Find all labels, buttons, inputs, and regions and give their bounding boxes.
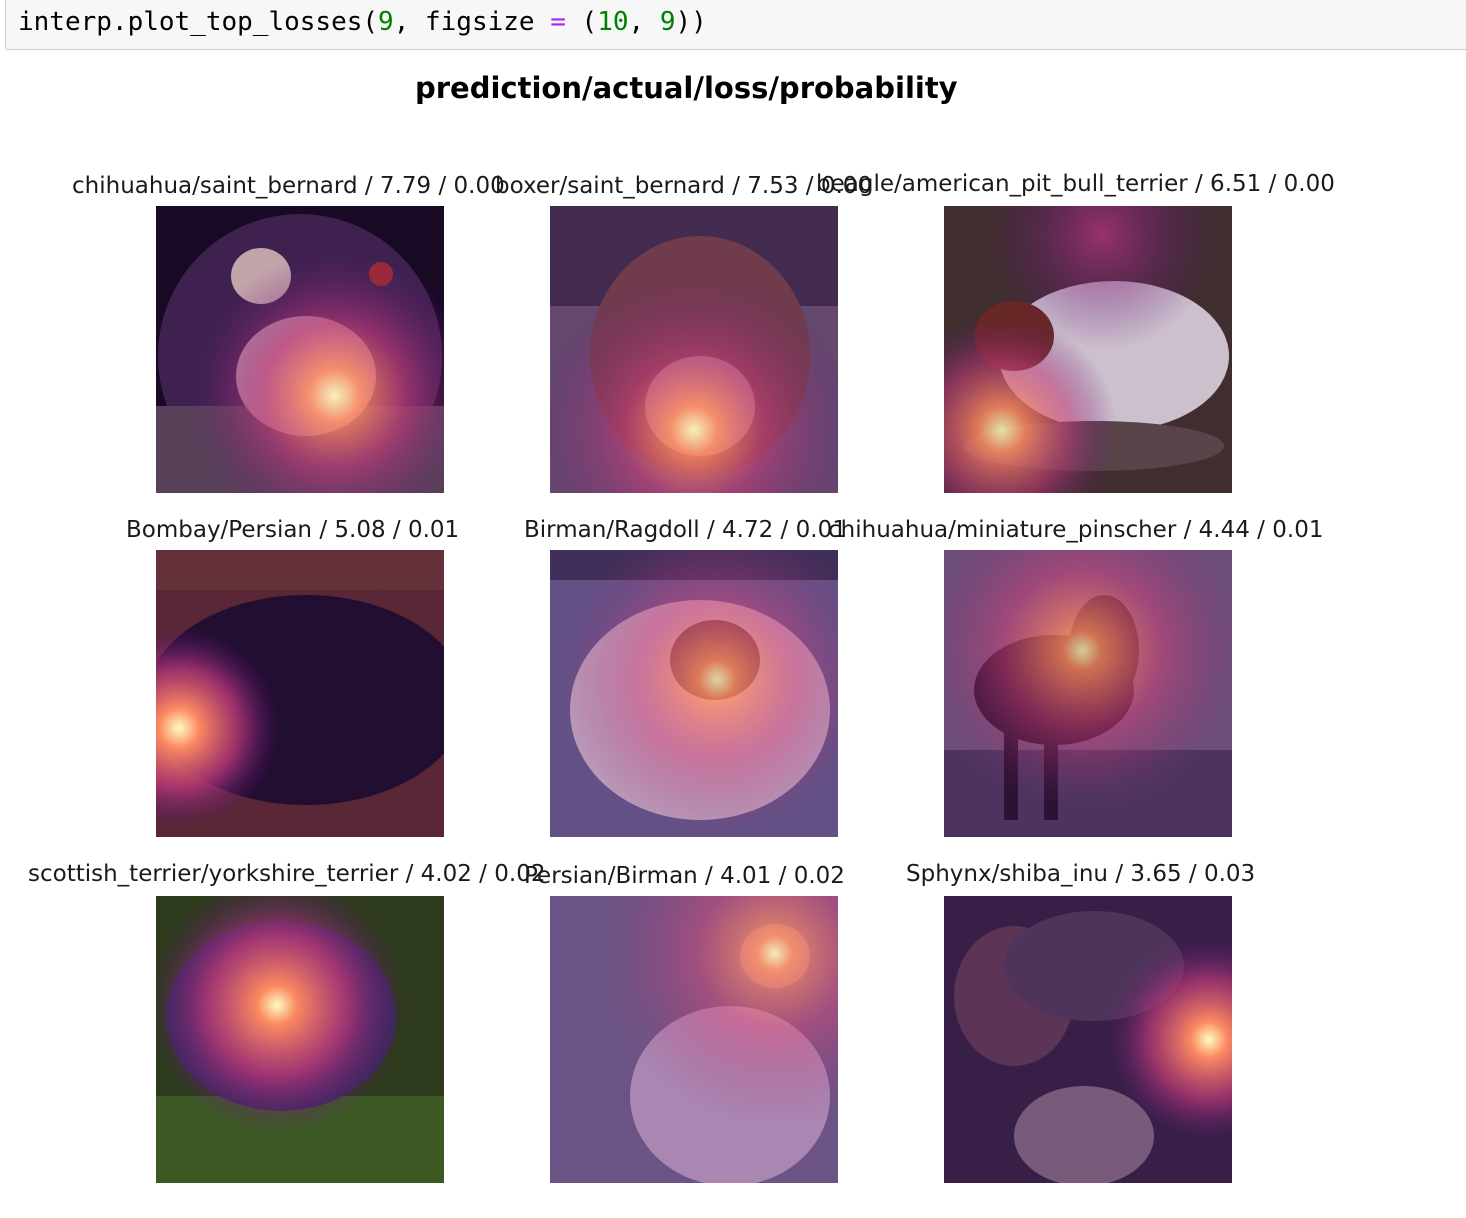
code-token: 9 <box>378 7 394 37</box>
pinscher-photo-icon <box>944 550 1232 837</box>
code-token: ( <box>565 7 598 37</box>
panel-title-3: beagle/american_pit_bull_terrier / 6.51 … <box>816 171 1335 197</box>
panel-image-5 <box>550 550 838 837</box>
code-line[interactable]: interp.plot_top_losses(9, figsize = (10,… <box>18 5 707 39</box>
panel-image-7 <box>156 896 444 1183</box>
code-token: interp.plot_top_losses( <box>18 7 379 37</box>
code-token: 9 <box>659 7 676 37</box>
ragdoll-cat-photo-icon <box>550 550 838 837</box>
panel-image-3 <box>944 206 1232 493</box>
panel-title-1: chihuahua/saint_bernard / 7.79 / 0.00 <box>72 173 505 199</box>
chihuahua-photo-icon <box>156 206 444 493</box>
panel-title-5: Birman/Ragdoll / 4.72 / 0.01 <box>524 517 847 543</box>
pit-bull-photo-icon <box>944 206 1232 493</box>
boxer-dog-photo-icon <box>550 206 838 493</box>
shiba-inu-photo-icon <box>944 896 1232 1183</box>
black-cat-photo-icon <box>156 550 444 837</box>
panel-image-4 <box>156 550 444 837</box>
code-token: = <box>550 7 566 37</box>
panel-title-2: boxer/saint_bernard / 7.53 / 0.00 <box>495 173 873 199</box>
panel-image-2 <box>550 206 838 493</box>
panel-title-7: scottish_terrier/yorkshire_terrier / 4.0… <box>28 861 546 887</box>
figure-title: prediction/actual/loss/probability <box>415 71 958 105</box>
panel-title-8: Persian/Birman / 4.01 / 0.02 <box>524 863 845 889</box>
yorkshire-terrier-photo-icon <box>156 896 444 1183</box>
code-token: )) <box>675 7 707 37</box>
panel-image-9 <box>944 896 1232 1183</box>
code-token: , figsize <box>393 7 551 37</box>
panel-image-8 <box>550 896 838 1183</box>
code-token: , <box>628 7 660 37</box>
panel-image-1 <box>156 206 444 493</box>
panel-title-4: Bombay/Persian / 5.08 / 0.01 <box>126 517 460 543</box>
panel-title-9: Sphynx/shiba_inu / 3.65 / 0.03 <box>906 861 1256 887</box>
code-cell[interactable]: interp.plot_top_losses(9, figsize = (10,… <box>5 0 1466 50</box>
birman-cat-photo-icon <box>550 896 838 1183</box>
panel-image-6 <box>944 550 1232 837</box>
cell-output: prediction/actual/loss/probability chihu… <box>0 60 1466 1218</box>
panel-title-6: chihuahua/miniature_pinscher / 4.44 / 0.… <box>828 517 1324 543</box>
code-token: 10 <box>597 7 629 37</box>
